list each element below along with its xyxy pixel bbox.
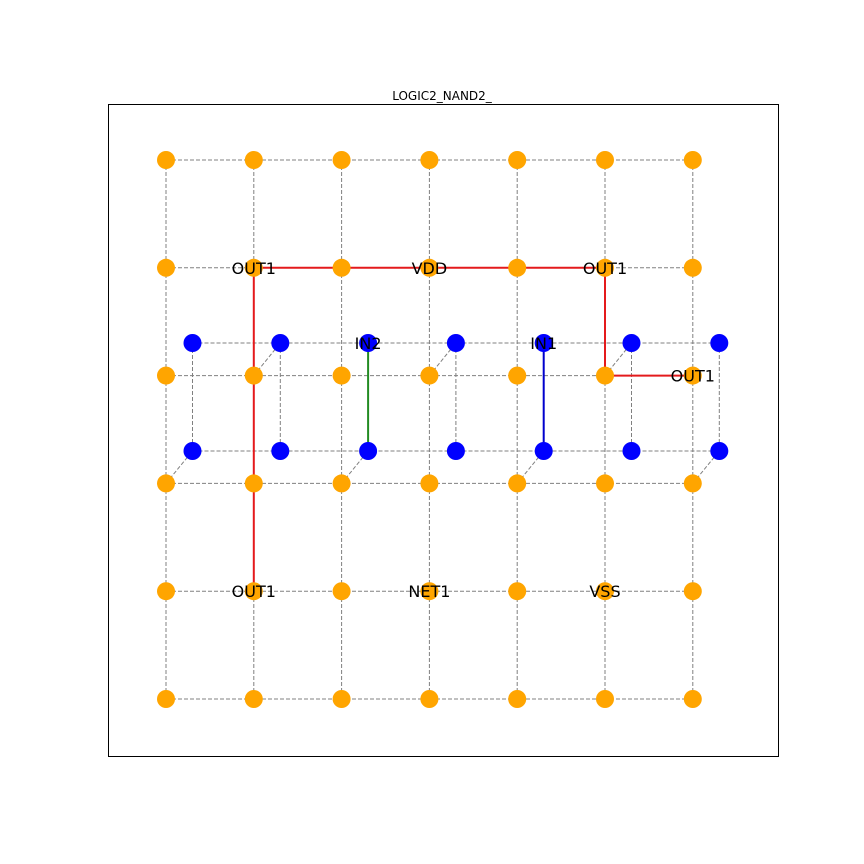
lower-node — [508, 258, 527, 277]
lower-node — [596, 474, 614, 493]
lower-node — [157, 690, 175, 708]
lower-node — [244, 258, 263, 277]
net-label: NET1 — [408, 582, 450, 601]
upper-node — [534, 334, 553, 352]
lower-node — [244, 582, 263, 601]
lower-node — [683, 690, 702, 708]
lower-node — [508, 366, 527, 385]
lower-node — [420, 474, 439, 493]
lower-node — [420, 582, 439, 601]
lower-node — [332, 366, 351, 385]
lower-layer-nodes — [157, 151, 702, 708]
lower-node — [508, 690, 527, 708]
lower-node — [508, 582, 527, 601]
lower-node — [683, 582, 702, 601]
upper-node — [183, 334, 202, 352]
upper-node — [271, 442, 290, 460]
net-labels: OUT1 VDD OUT1 IN2 IN1 OUT1 OUT1 NET1 VSS — [232, 259, 715, 601]
lower-node — [420, 366, 439, 385]
upper-node — [271, 334, 290, 352]
upper-node — [446, 334, 465, 352]
lower-node — [683, 474, 702, 493]
lower-node — [596, 151, 614, 169]
net-label: IN2 — [355, 334, 382, 353]
lower-node — [683, 151, 702, 169]
net-label: VSS — [589, 582, 620, 601]
net-label: OUT1 — [671, 367, 715, 386]
upper-node — [446, 442, 465, 460]
upper-node — [710, 442, 729, 460]
lower-node — [244, 690, 263, 708]
lower-node — [508, 474, 527, 493]
lower-node — [332, 474, 351, 493]
lower-node — [244, 366, 263, 385]
lower-node — [157, 582, 175, 601]
plot-frame — [108, 104, 779, 757]
lower-node — [332, 582, 351, 601]
lower-node — [508, 151, 527, 169]
lower-node — [157, 366, 175, 385]
lower-node — [596, 582, 614, 601]
lower-node — [420, 151, 439, 169]
lower-node — [157, 151, 175, 169]
upper-node — [183, 442, 202, 460]
upper-node — [359, 442, 378, 460]
net-label: OUT1 — [232, 582, 276, 601]
lower-node — [596, 366, 614, 385]
lower-node — [157, 258, 175, 277]
lower-node — [683, 366, 702, 385]
lower-node — [244, 474, 263, 493]
lower-node — [420, 690, 439, 708]
upper-layer-nodes — [183, 334, 729, 460]
lower-node — [332, 690, 351, 708]
net-label: IN1 — [530, 334, 557, 353]
net-label: OUT1 — [232, 259, 276, 278]
lower-node — [332, 258, 351, 277]
figure-title: LOGIC2_NAND2_ — [392, 89, 493, 103]
upper-node — [710, 334, 729, 352]
lower-node — [420, 258, 439, 277]
lower-node — [683, 258, 702, 277]
lower-node — [157, 474, 175, 493]
net-label: VDD — [412, 259, 448, 278]
lower-node — [596, 258, 614, 277]
net-label: OUT1 — [583, 259, 627, 278]
upper-node — [534, 442, 553, 460]
upper-node — [622, 442, 641, 460]
upper-node — [359, 334, 378, 352]
lower-node — [596, 690, 614, 708]
upper-node — [622, 334, 641, 352]
lower-node — [244, 151, 263, 169]
lower-node — [332, 151, 351, 169]
